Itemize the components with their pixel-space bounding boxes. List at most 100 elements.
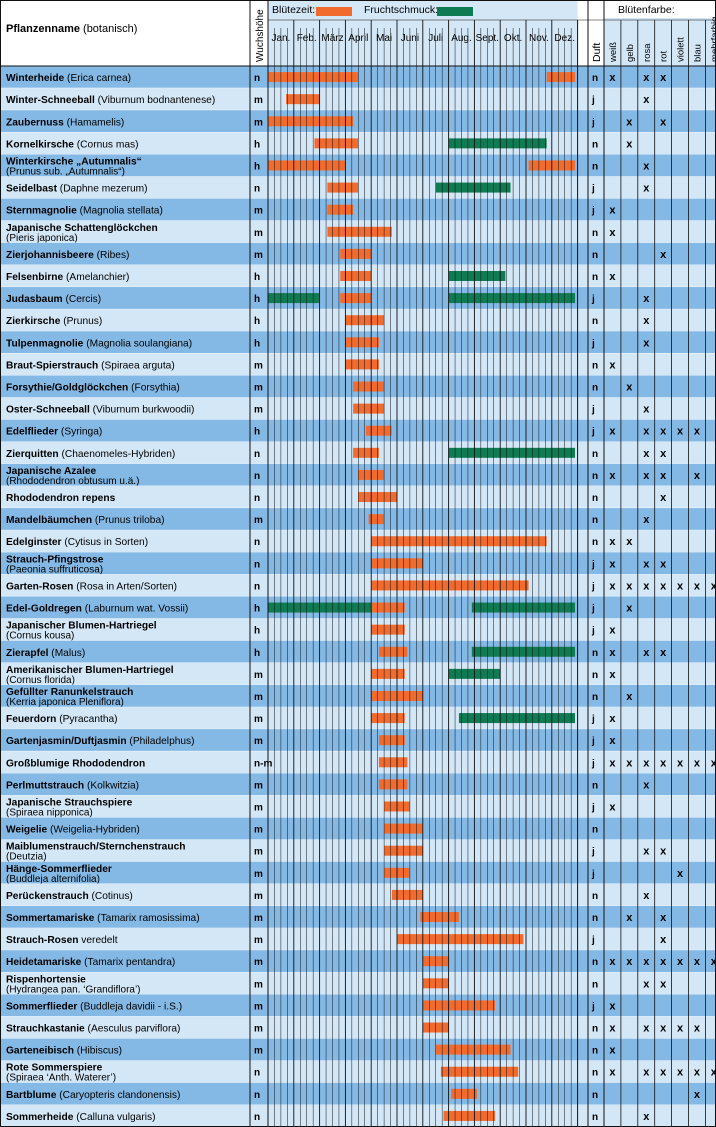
table-row: Perlmuttstrauch (Kolkwitzia) m n x — [0, 773, 716, 796]
scent-value: n — [592, 1068, 598, 1079]
legend-fruit-swatch — [437, 7, 473, 16]
scent-value: j — [591, 405, 595, 416]
row-background — [0, 707, 716, 730]
color-mark: x — [643, 779, 650, 791]
height-value: m — [254, 957, 263, 968]
row-background — [0, 1060, 716, 1083]
table-row: Garten-Rosen (Rosa in Arten/Sorten) n j x x x… — [0, 574, 716, 597]
scent-value: n — [592, 515, 598, 526]
color-mark: x — [677, 1067, 684, 1079]
row-background — [0, 419, 716, 442]
scent-value: n — [592, 648, 598, 659]
scent-value: n — [592, 228, 598, 239]
color-mark: x — [660, 757, 667, 769]
plant-name: Rispenhortensie — [6, 974, 86, 985]
row-background — [0, 905, 716, 929]
table-row: Felsenbirne (Amelanchier) h n x — [0, 264, 716, 288]
plant-botanical: (Rhododendron obtusum u.ä.) — [6, 476, 139, 487]
scent-value: j — [591, 714, 595, 725]
row-background — [0, 795, 716, 818]
scent-value: n — [592, 471, 598, 482]
fruit-bar — [435, 182, 511, 193]
table-row: Perückenstrauch (Cotinus) m n x — [0, 883, 716, 907]
scent-value: n — [592, 73, 598, 84]
plant-name: Winter-Schneeball (Viburnum bodnantenese… — [6, 95, 215, 106]
height-value: m — [254, 1046, 263, 1057]
plant-botanical: (Spiraea nipponica) — [6, 807, 93, 818]
row-background — [0, 1082, 716, 1105]
color-label-4: rot — [659, 51, 670, 62]
table-row: Feuerdorn (Pyracantha) m j x — [0, 707, 716, 730]
table-row: Edelflieder (Syringa) h j x x x x x — [0, 419, 716, 443]
color-mark: x — [643, 404, 650, 416]
height-value: m — [254, 847, 263, 858]
height-value: m — [254, 360, 263, 371]
plant-name: Mandelbäumchen (Prunus triloba) — [6, 515, 165, 526]
height-value: m — [254, 913, 263, 924]
table-row: Bartblume (Caryopteris clandonensis) n n x — [0, 1082, 716, 1106]
scent-value: n — [592, 316, 598, 327]
plant-botanical: (Buddleja alternifolia) — [6, 874, 100, 885]
plant-name: Felsenbirne (Amelanchier) — [6, 272, 129, 283]
plant-name: Seidelbast (Daphne mezerum) — [6, 184, 148, 195]
bloom-bar — [371, 624, 405, 635]
scent-value: n — [592, 272, 598, 283]
scent-value: n — [592, 913, 598, 924]
color-mark: x — [643, 1067, 650, 1079]
table-row: Zierapfel (Malus) h n x x x — [0, 640, 716, 664]
height-value: n — [254, 1090, 260, 1101]
height-value: h — [254, 626, 260, 637]
bloom-bar — [368, 514, 385, 525]
scent-value: j — [591, 427, 595, 438]
height-value: m — [254, 405, 263, 416]
row-background — [0, 618, 716, 641]
color-mark: x — [643, 757, 650, 769]
color-mark: x — [609, 1000, 616, 1012]
color-mark: x — [694, 757, 701, 769]
table-row: Edel-Goldregen (Laburnum wat. Vossii) h j x — [0, 596, 716, 619]
color-mark: x — [643, 558, 650, 570]
table-row: Zaubernuss (Hamamelis) m j x x — [0, 110, 716, 133]
table-row: Gefüllter Ranunkelstrauch(Kerria japonic… — [0, 684, 716, 708]
color-mark: x — [660, 647, 667, 659]
height-value: n — [254, 559, 260, 570]
plant-name: Strauch-Rosen veredelt — [6, 935, 118, 946]
scent-value: n — [592, 493, 598, 504]
row-background — [0, 729, 716, 752]
bloom-bar — [378, 646, 408, 657]
height-value: m — [254, 825, 263, 836]
table-row: Forsythie/Goldglöckchen (Forsythia) m n x — [0, 375, 716, 398]
color-mark: x — [626, 956, 633, 968]
color-mark: x — [609, 359, 616, 371]
height-value: n — [254, 73, 260, 84]
color-mark: x — [643, 647, 650, 659]
color-mark: x — [609, 735, 616, 747]
color-label-2: gelb — [625, 44, 636, 62]
bloom-bar — [286, 94, 320, 105]
plant-name: Feuerdorn (Pyracantha) — [6, 714, 118, 725]
plant-name: Zierkirsche (Prunus) — [6, 316, 102, 327]
height-value: m — [254, 670, 263, 681]
color-mark: x — [643, 160, 650, 172]
color-mark: x — [643, 72, 650, 84]
table-row: Japanischer Blumen-Hartriegel(Cornus kou… — [0, 618, 716, 642]
plant-name: Heidetamariske (Tamarix pentandra) — [6, 957, 175, 968]
plant-name: Rhododendron repens — [6, 493, 116, 504]
row-background — [0, 463, 716, 486]
color-mark: x — [643, 514, 650, 526]
color-mark: x — [694, 1023, 701, 1035]
table-row: Zierjohannisbeere (Ribes) m n x — [0, 242, 716, 266]
color-mark: x — [643, 890, 650, 902]
height-value: m — [254, 515, 263, 526]
bloom-bar — [391, 889, 423, 900]
row-background — [0, 640, 716, 663]
table-row: Zierquitten (Chaenomeles-Hybriden) n n x x — [0, 441, 716, 465]
table-row: Japanische Azalee(Rhododendron obtusum u… — [0, 463, 716, 487]
height-value: h — [254, 648, 260, 659]
plant-botanical: (Spiraea ‘Anth. Waterer’) — [6, 1073, 116, 1084]
scent-value: j — [591, 869, 595, 880]
row-background — [0, 928, 716, 951]
height-value: m — [254, 383, 263, 394]
bloom-bar — [378, 757, 408, 768]
scent-value: j — [591, 802, 595, 813]
